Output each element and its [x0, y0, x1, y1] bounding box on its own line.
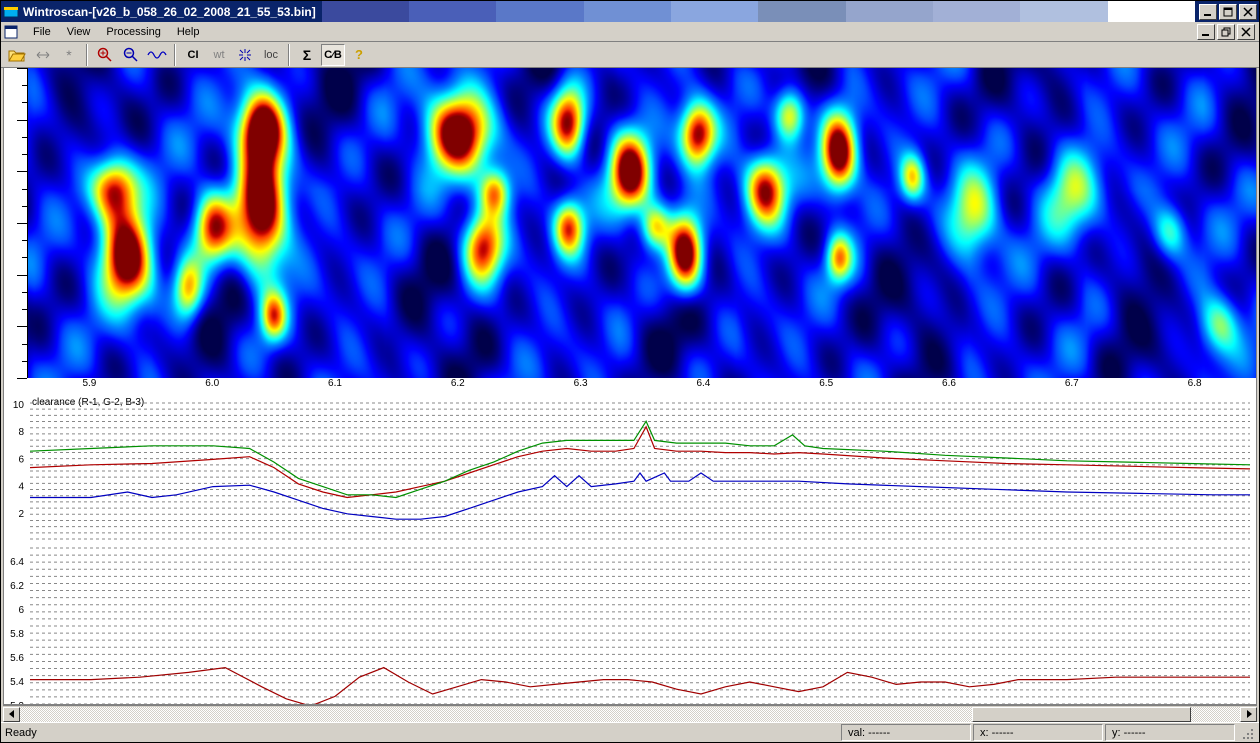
status-ready: Ready — [5, 727, 37, 739]
x-tick-label: 6.1 — [328, 378, 342, 389]
fit-button[interactable] — [233, 44, 257, 66]
maximize-button[interactable] — [1219, 4, 1237, 20]
minimize-button[interactable] — [1199, 4, 1217, 20]
toolbar-separator — [288, 44, 290, 66]
titlebar-gradient — [322, 1, 1195, 22]
heatmap[interactable] — [28, 68, 1256, 378]
heatmap-panel — [4, 68, 1256, 378]
loc-button[interactable]: loc — [259, 44, 283, 66]
x-tick-label: 6.7 — [1065, 378, 1079, 389]
x-tick-label: 5.9 — [82, 378, 96, 389]
x-tick-label: 6.2 — [451, 378, 465, 389]
resize-grip-icon[interactable] — [1239, 725, 1255, 741]
svg-text:8: 8 — [18, 428, 24, 439]
sigma-button[interactable]: Σ — [295, 44, 319, 66]
toolbar-separator — [174, 44, 176, 66]
ci-button[interactable]: CI — [181, 44, 205, 66]
svg-text:6: 6 — [18, 605, 24, 616]
open-button[interactable] — [5, 44, 29, 66]
scroll-right-button[interactable] — [1240, 707, 1257, 722]
wt-button[interactable]: wt — [207, 44, 231, 66]
mdi-minimize-button[interactable] — [1197, 24, 1215, 40]
x-tick-label: 6.6 — [942, 378, 956, 389]
title-doc: [v26_b_058_26_02_2008_21_55_53.bin] — [92, 5, 316, 19]
svg-text:4: 4 — [18, 482, 24, 493]
toolbar: * CI wt loc Σ C⁄B ? — [1, 42, 1259, 68]
scrollbar-track[interactable] — [20, 707, 1240, 722]
x-tick-label: 6.5 — [819, 378, 833, 389]
svg-text:5.8: 5.8 — [10, 629, 24, 640]
scroll-fit-button[interactable] — [31, 44, 55, 66]
x-tick-label: 6.8 — [1188, 378, 1202, 389]
statusbar: Ready val: ------ x: ------ y: ------ — [1, 722, 1259, 742]
menu-processing[interactable]: Processing — [98, 24, 168, 40]
heatmap-y-ruler — [4, 68, 28, 378]
status-x: x: ------ — [973, 724, 1103, 741]
app-icon — [3, 4, 19, 20]
x-tick-label: 6.3 — [574, 378, 588, 389]
svg-text:6: 6 — [18, 455, 24, 466]
star-button[interactable]: * — [57, 44, 81, 66]
svg-text:2: 2 — [18, 509, 24, 520]
scroll-left-button[interactable] — [3, 707, 20, 722]
mdi-close-button[interactable] — [1237, 24, 1255, 40]
svg-text:5.4: 5.4 — [10, 677, 24, 688]
x-tick-label: 6.0 — [205, 378, 219, 389]
status-y: y: ------ — [1105, 724, 1235, 741]
zoom-out-button[interactable] — [119, 44, 143, 66]
menu-help[interactable]: Help — [169, 24, 208, 40]
heatmap-x-axis: 5.9 6.0 6.1 6.2 6.3 6.4 6.5 6.6 6.7 6.8 — [28, 378, 1256, 395]
zoom-in-button[interactable] — [93, 44, 117, 66]
svg-text:6.2: 6.2 — [10, 581, 24, 592]
clearance-chart[interactable]: clearance (R-1, G-2, B-3) 246810 — [4, 395, 1256, 540]
toolbar-separator — [86, 44, 88, 66]
client-area: 5.96.06.16.26.36.46.56.66.76.8 clearance… — [3, 68, 1257, 705]
svg-text:10: 10 — [13, 400, 25, 411]
menu-file[interactable]: File — [25, 24, 59, 40]
app-window: Wintroscan - [v26_b_058_26_02_2008_21_55… — [0, 0, 1260, 743]
svg-text:5.2: 5.2 — [10, 701, 24, 705]
x-tick-label: 6.4 — [696, 378, 710, 389]
menu-view[interactable]: View — [59, 24, 99, 40]
lower-chart[interactable]: 5.2 5.4 5.6 5.8 6 6.2 6.4 — [4, 540, 1256, 704]
mdi-restore-button[interactable] — [1217, 24, 1235, 40]
title-app: Wintroscan — [23, 5, 88, 19]
hint-button[interactable]: ? — [347, 44, 371, 66]
menubar: File View Processing Help — [1, 22, 1259, 42]
svg-text:6.4: 6.4 — [10, 557, 24, 568]
cb-button[interactable]: C⁄B — [321, 44, 345, 66]
document-icon[interactable] — [3, 24, 19, 40]
status-val: val: ------ — [841, 724, 971, 741]
scrollbar-thumb[interactable] — [972, 707, 1192, 722]
titlebar: Wintroscan - [v26_b_058_26_02_2008_21_55… — [1, 1, 1259, 22]
svg-text:5.6: 5.6 — [10, 653, 24, 664]
wave-button[interactable] — [145, 44, 169, 66]
close-button[interactable] — [1239, 4, 1257, 20]
horizontal-scrollbar[interactable] — [3, 705, 1257, 722]
